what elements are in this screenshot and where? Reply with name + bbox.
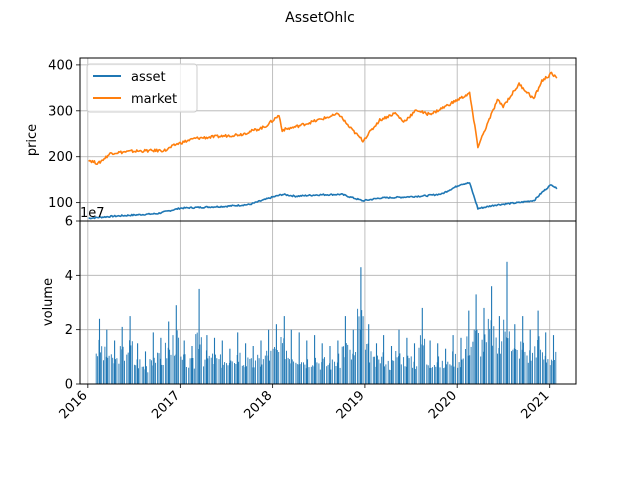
- price-y-tick-label: 300: [48, 104, 73, 119]
- price-axis-label: price: [25, 124, 40, 156]
- volume-y-tick-label: 6: [65, 215, 73, 230]
- volume-bars: [95, 261, 557, 384]
- price-y-tick-label: 200: [48, 150, 73, 165]
- volume-y-tick-label: 0: [65, 378, 73, 393]
- volume-offset-text: 1e7: [80, 206, 105, 221]
- volume-axis-label: volume: [41, 278, 56, 326]
- volume-axes-frame: [79, 220, 577, 385]
- price-y-ticks: 100 200 300 400: [48, 58, 80, 211]
- price-y-tick-label: 400: [48, 58, 73, 73]
- legend-asset-label: asset: [131, 70, 166, 85]
- series-line-market: [88, 71, 558, 165]
- chart-title: AssetOhlc: [285, 10, 355, 26]
- legend-market-label: market: [131, 92, 177, 107]
- legend: asset market: [86, 63, 198, 113]
- volume-y-tick-label: 2: [65, 323, 73, 338]
- price-panel: 100 200 300 400 price asset market: [25, 57, 577, 222]
- price-y-tick-label: 100: [48, 196, 73, 211]
- price-series: [88, 71, 558, 220]
- series-line-asset: [88, 181, 558, 220]
- volume-y-tick-label: 4: [65, 269, 73, 284]
- volume-y-ticks: 0 2 4 6: [65, 215, 80, 393]
